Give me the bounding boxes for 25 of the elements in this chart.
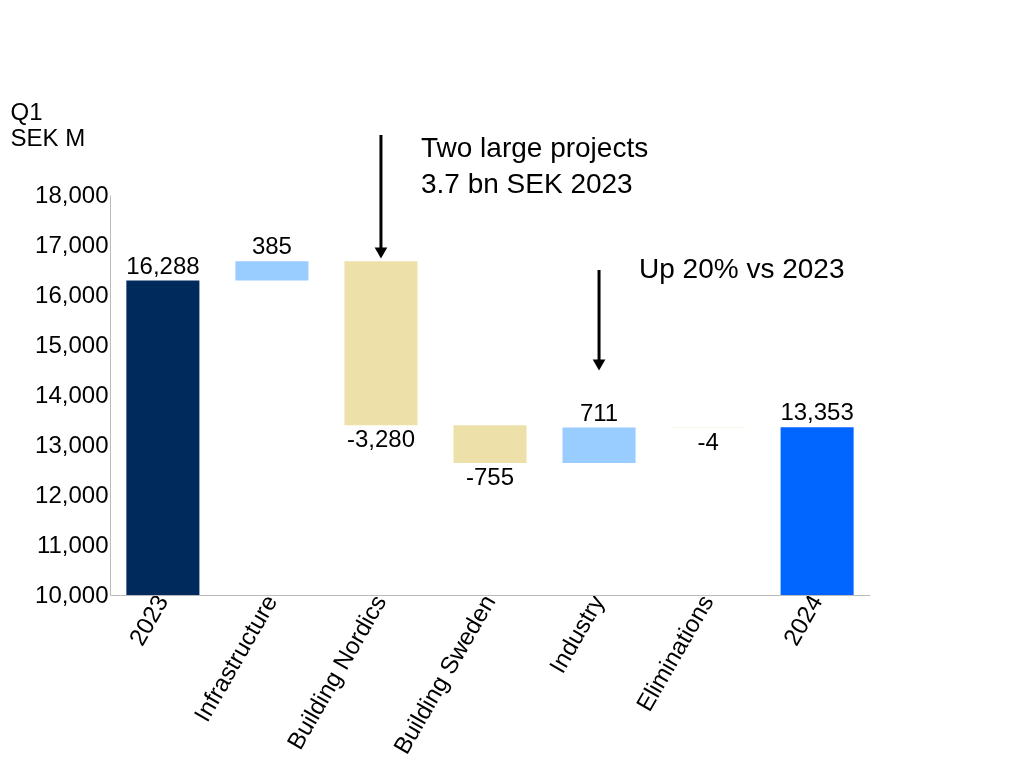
- y-tick-label: 11,000: [36, 530, 109, 558]
- bar: [453, 425, 527, 464]
- annotation: Two large projects 3.7 bn SEK 2023: [420, 132, 649, 199]
- data-label: -4: [697, 427, 719, 455]
- data-label: -3,280: [346, 425, 415, 453]
- y-tick-label: 14,000: [35, 380, 109, 408]
- bar: [126, 280, 200, 595]
- y-tick-label: 17,000: [35, 230, 109, 258]
- y-tick-label: 12,000: [35, 480, 109, 508]
- y-tick-label: 18,000: [35, 180, 109, 208]
- data-label: -755: [465, 463, 515, 491]
- bar: [344, 261, 418, 426]
- y-axis-title: Q1 SEK M: [10, 97, 86, 151]
- annotation: Up 20% vs 2023: [639, 253, 845, 284]
- y-tick-label: 15,000: [35, 330, 109, 358]
- data-label: 13,353: [780, 398, 854, 426]
- y-tick-label: 10,000: [35, 580, 109, 608]
- bar: [235, 261, 309, 281]
- y-tick-label: 16,000: [35, 280, 109, 308]
- bar: [780, 427, 854, 595]
- data-label: 711: [579, 398, 619, 426]
- bar: [562, 427, 636, 464]
- data-label: 16,288: [126, 251, 200, 279]
- y-tick-label: 13,000: [35, 430, 109, 458]
- data-label: 385: [251, 232, 292, 260]
